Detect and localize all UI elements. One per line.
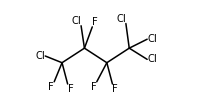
Text: F: F [68,84,73,94]
Text: Cl: Cl [116,14,126,24]
Text: Cl: Cl [147,34,157,44]
Text: F: F [91,82,97,92]
Text: F: F [92,17,98,27]
Text: Cl: Cl [35,51,45,61]
Text: Cl: Cl [147,54,157,64]
Text: F: F [112,84,118,94]
Text: F: F [49,82,54,92]
Text: Cl: Cl [71,16,81,26]
